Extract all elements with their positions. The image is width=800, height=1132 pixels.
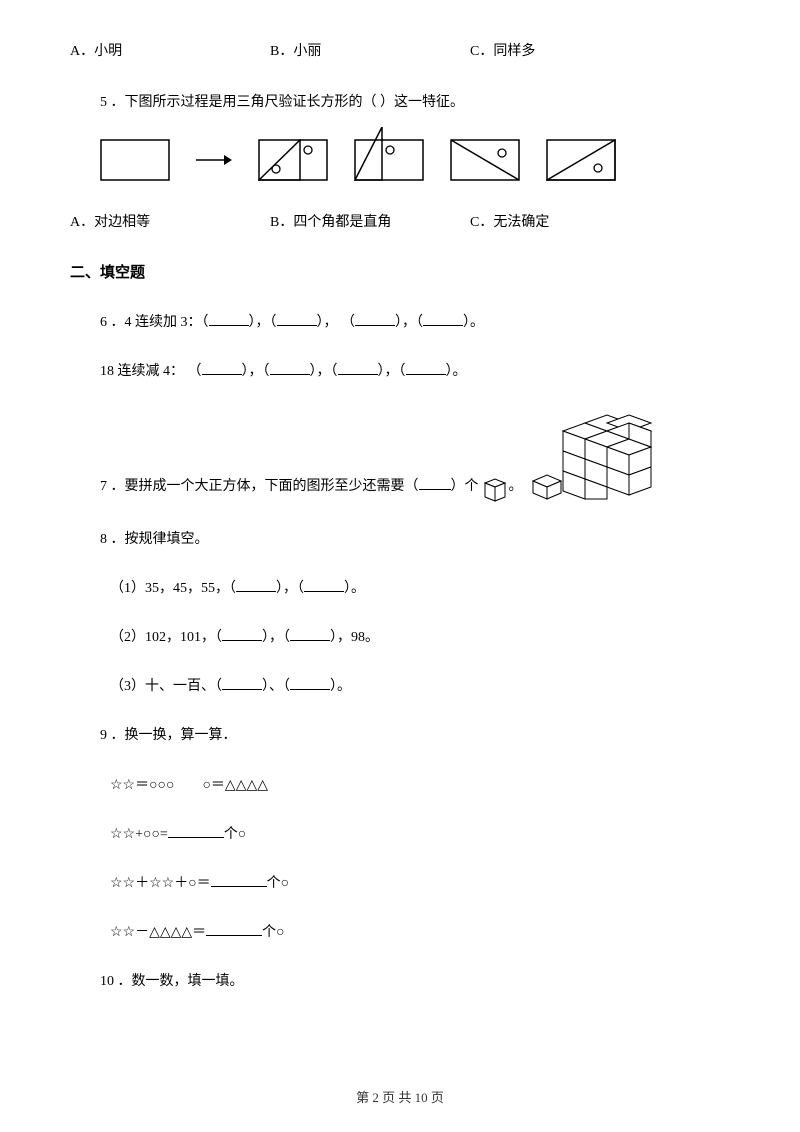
sep: ），（	[310, 364, 338, 379]
sep: ），（	[395, 315, 423, 330]
q6-l1-pre: 6 ．4 连续加 3：（	[100, 315, 209, 330]
blank	[290, 627, 330, 641]
sep2: ）， （	[317, 315, 356, 330]
blank	[206, 922, 262, 936]
blank	[419, 476, 451, 490]
q9-l4: ☆☆－△△△△＝ 个○	[110, 920, 730, 945]
q9-l3: ☆☆＋☆☆＋○＝ 个○	[110, 871, 730, 896]
sep: ），（	[378, 364, 406, 379]
q10: 10 ．数一数，填一填。	[100, 969, 730, 994]
sep: ），（	[242, 364, 270, 379]
end: ）。	[463, 315, 484, 330]
q8-s3-pre: （3）十、一百、（	[110, 679, 222, 694]
q9-l1: ☆☆＝○○○ ○＝△△△△	[110, 773, 730, 798]
q8-s2: （2）102，101，（ ），（ ），98。	[110, 625, 730, 650]
q5-diag-3	[354, 127, 424, 181]
q9-title: 9 ．换一换，算一算．	[100, 723, 730, 748]
q8-s3-mid: ）、（	[262, 679, 290, 694]
q8-s3: （3）十、一百、（ ）、（ ）。	[110, 674, 730, 699]
q4-choice-a: A．小明	[70, 40, 270, 60]
q8-s1-end: ）。	[344, 581, 365, 596]
blank	[355, 312, 395, 326]
q5-diag-1	[100, 139, 170, 181]
q7-tail: 。	[509, 475, 523, 501]
q8-s2-pre: （2）102，101，（	[110, 630, 222, 645]
q6-line1: 6 ．4 连续加 3：（ ），（ ）， （ ），（ ）。	[100, 310, 730, 335]
blank	[304, 578, 344, 592]
section-2-title: 二、填空题	[70, 261, 730, 282]
q5-diag-4	[450, 139, 520, 181]
q8-s1-mid: ），（	[276, 581, 304, 596]
q9-l2: ☆☆+○○= 个○	[110, 822, 730, 847]
q5-stem-post: ）这一特征。	[380, 95, 464, 110]
q5-diag-2	[258, 139, 328, 181]
q8-title: 8 ．按规律填空。	[100, 527, 730, 552]
blank	[338, 361, 378, 375]
q5-choice-a: A．对边相等	[70, 211, 270, 231]
page-footer: 第 2 页 共 10 页	[0, 1087, 800, 1106]
blank	[202, 361, 242, 375]
q7-post: ）个	[451, 479, 479, 494]
blank	[290, 676, 330, 690]
q9-unit: 个○	[267, 876, 289, 891]
blank	[222, 676, 262, 690]
q6-l2-pre: 18 连续减 4： （	[100, 364, 202, 379]
q5-diag-5	[546, 139, 616, 181]
q7-text: 7 ．要拼成一个大正方体，下面的图形至少还需要（ ）个	[100, 475, 479, 501]
cube-stack-icon	[527, 409, 657, 501]
small-cube-icon	[481, 475, 507, 503]
q9-l4-pre: ☆☆－△△△△＝	[110, 925, 206, 940]
blank	[270, 361, 310, 375]
blank	[236, 578, 276, 592]
q8-s2-mid: ），（	[262, 630, 290, 645]
blank	[209, 312, 249, 326]
blank	[222, 627, 262, 641]
q9-l2-pre: ☆☆+○○=	[110, 827, 168, 842]
q8-s1-pre: （1）35，45，55，（	[110, 581, 236, 596]
q5-choice-c: C．无法确定	[470, 211, 670, 231]
q9-unit: 个○	[224, 827, 246, 842]
q8-s3-end: ）。	[330, 679, 351, 694]
blank	[211, 873, 267, 887]
q8-s2-end: ），98。	[330, 630, 379, 645]
blank	[423, 312, 463, 326]
blank	[168, 824, 224, 838]
q7-pre: 7 ．要拼成一个大正方体，下面的图形至少还需要（	[100, 479, 419, 494]
q4-choices: A．小明 B．小丽 C．同样多	[70, 40, 730, 60]
q7: 7 ．要拼成一个大正方体，下面的图形至少还需要（ ）个 。	[100, 409, 730, 501]
q5-choice-b: B．四个角都是直角	[270, 211, 470, 231]
q5-choices: A．对边相等 B．四个角都是直角 C．无法确定	[70, 211, 730, 231]
q5-stem-pre: 5 ．下图所示过程是用三角尺验证长方形的（	[100, 95, 377, 110]
blank	[277, 312, 317, 326]
q8-s1: （1）35，45，55，（ ），（ ）。	[110, 576, 730, 601]
q4-choice-b: B．小丽	[270, 40, 470, 60]
q6-line2: 18 连续减 4： （ ），（ ），（ ），（ ）。	[100, 359, 730, 384]
end: ）。	[446, 364, 467, 379]
q5-stem: 5 ．下图所示过程是用三角尺验证长方形的（ ）这一特征。	[100, 90, 730, 115]
blank	[406, 361, 446, 375]
q5-diagrams	[100, 139, 730, 181]
sep: ），（	[249, 315, 277, 330]
q9-unit: 个○	[262, 925, 284, 940]
q4-choice-c: C．同样多	[470, 40, 670, 60]
arrow-icon	[196, 152, 232, 168]
q9-l3-pre: ☆☆＋☆☆＋○＝	[110, 876, 211, 891]
